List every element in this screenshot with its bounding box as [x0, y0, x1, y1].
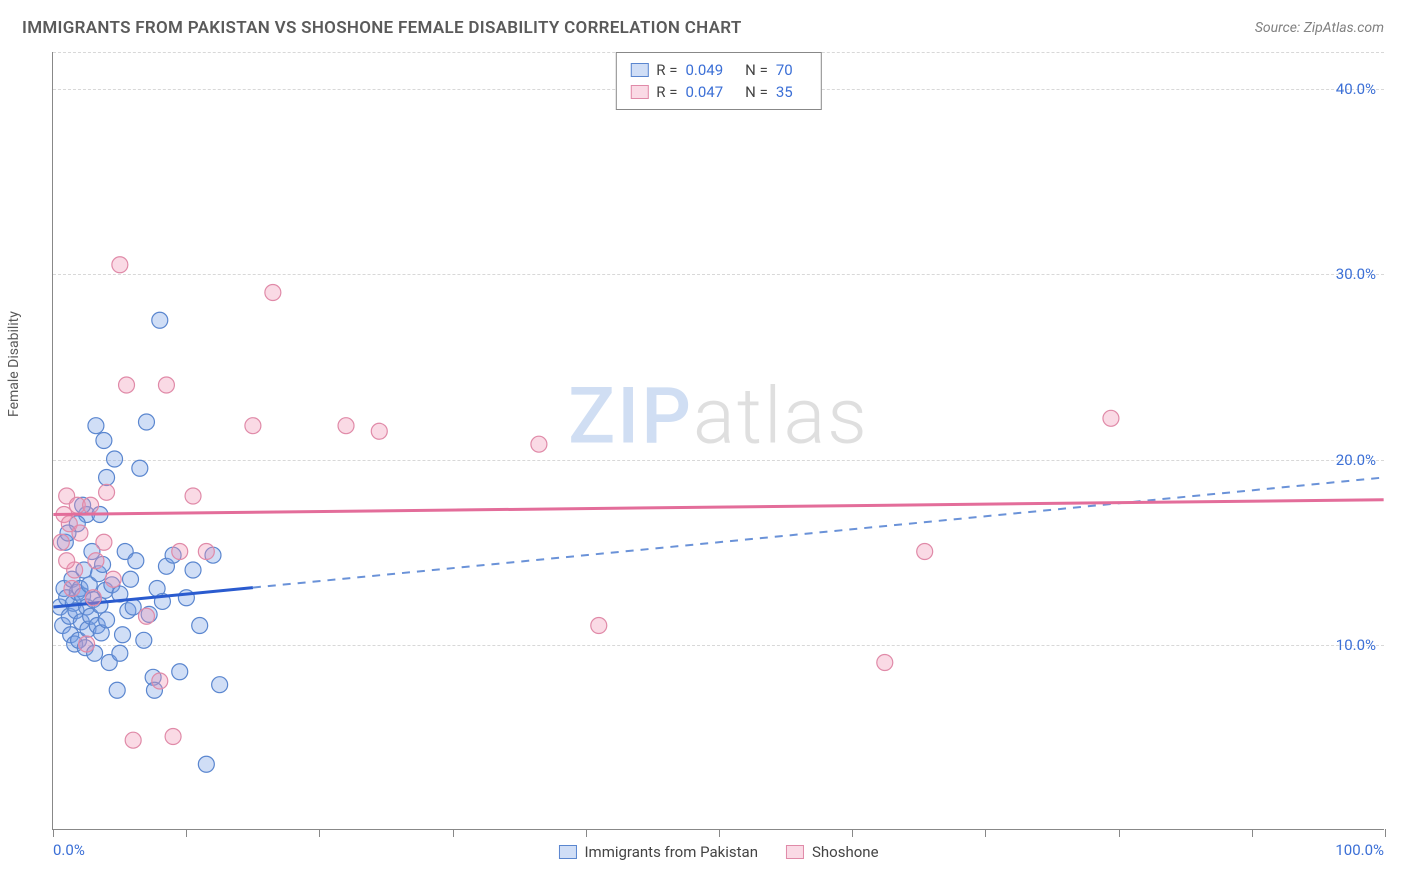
scatter-point [152, 312, 168, 328]
scatter-point [185, 562, 201, 578]
scatter-point [59, 553, 75, 569]
scatter-point [109, 682, 125, 698]
scatter-point [112, 645, 128, 661]
legend-row: R = 0.047 N = 35 [630, 81, 806, 103]
scatter-point [138, 608, 154, 624]
series-legend: Immigrants from Pakistan Shoshone [558, 843, 878, 861]
scatter-point [172, 544, 188, 560]
legend-r-value: 0.047 [685, 83, 723, 101]
scatter-point [1103, 410, 1119, 426]
scatter-point [99, 470, 115, 486]
scatter-point [138, 414, 154, 430]
x-tick [1119, 829, 1120, 837]
scatter-point [172, 664, 188, 680]
x-tick [1385, 829, 1386, 837]
scatter-point [877, 655, 893, 671]
x-tick [1252, 829, 1253, 837]
chart-container: Female Disability ZIPatlas 10.0%20.0%30.… [22, 52, 1384, 872]
scatter-point [72, 525, 88, 541]
scatter-point [123, 571, 139, 587]
scatter-point [107, 451, 123, 467]
legend-swatch [786, 845, 804, 859]
scatter-point [265, 285, 281, 301]
scatter-point [192, 618, 208, 634]
legend-swatch [630, 85, 648, 99]
x-tick [319, 829, 320, 837]
trend-line [53, 500, 1383, 515]
scatter-point [128, 553, 144, 569]
scatter-point [96, 534, 112, 550]
scatter-point [917, 544, 933, 560]
chart-source: Source: ZipAtlas.com [1255, 20, 1384, 36]
scatter-point [119, 377, 135, 393]
scatter-svg [53, 52, 1384, 829]
scatter-point [99, 484, 115, 500]
x-tick [186, 829, 187, 837]
scatter-point [212, 677, 228, 693]
scatter-point [79, 636, 95, 652]
scatter-point [198, 544, 214, 560]
scatter-point [53, 534, 69, 550]
scatter-point [85, 590, 101, 606]
legend-n-value: 35 [776, 83, 793, 101]
legend-swatch [630, 63, 648, 77]
x-tick [453, 829, 454, 837]
scatter-point [338, 418, 354, 434]
scatter-point [88, 418, 104, 434]
scatter-point [165, 729, 181, 745]
legend-item: Immigrants from Pakistan [558, 843, 758, 861]
scatter-point [115, 627, 131, 643]
scatter-point [112, 257, 128, 273]
scatter-point [96, 433, 112, 449]
x-tick [985, 829, 986, 837]
scatter-point [105, 571, 121, 587]
scatter-point [132, 460, 148, 476]
x-tick [586, 829, 587, 837]
scatter-point [99, 612, 115, 628]
legend-r-value: 0.049 [685, 61, 723, 79]
legend-label: Shoshone [812, 843, 879, 861]
plot-area: ZIPatlas 10.0%20.0%30.0%40.0% 0.0% 100.0… [52, 52, 1384, 830]
scatter-point [371, 423, 387, 439]
x-label-start: 0.0% [53, 841, 85, 859]
scatter-point [64, 581, 80, 597]
x-tick [719, 829, 720, 837]
x-label-end: 100.0% [1335, 841, 1384, 859]
chart-title: IMMIGRANTS FROM PAKISTAN VS SHOSHONE FEM… [22, 18, 742, 38]
scatter-point [185, 488, 201, 504]
scatter-point [531, 436, 547, 452]
legend-r-label: R = [656, 61, 677, 79]
legend-label: Immigrants from Pakistan [584, 843, 758, 861]
scatter-point [198, 756, 214, 772]
y-axis-label: Female Disability [6, 311, 22, 417]
legend-r-label: R = [656, 83, 677, 101]
scatter-point [136, 632, 152, 648]
scatter-point [591, 618, 607, 634]
legend-row: R = 0.049 N = 70 [630, 59, 806, 81]
chart-header: IMMIGRANTS FROM PAKISTAN VS SHOSHONE FEM… [22, 18, 1384, 38]
scatter-point [245, 418, 261, 434]
correlation-legend: R = 0.049 N = 70 R = 0.047 N = 35 [615, 52, 821, 110]
x-tick [53, 829, 54, 837]
trend-line-dashed [253, 478, 1384, 588]
legend-n-value: 70 [776, 61, 793, 79]
scatter-point [83, 497, 99, 513]
legend-swatch [558, 845, 576, 859]
scatter-point [152, 673, 168, 689]
scatter-point [88, 553, 104, 569]
x-tick [852, 829, 853, 837]
legend-n-label: N = [745, 83, 768, 101]
legend-item: Shoshone [786, 843, 879, 861]
scatter-point [125, 732, 141, 748]
scatter-point [158, 377, 174, 393]
legend-n-label: N = [745, 61, 768, 79]
